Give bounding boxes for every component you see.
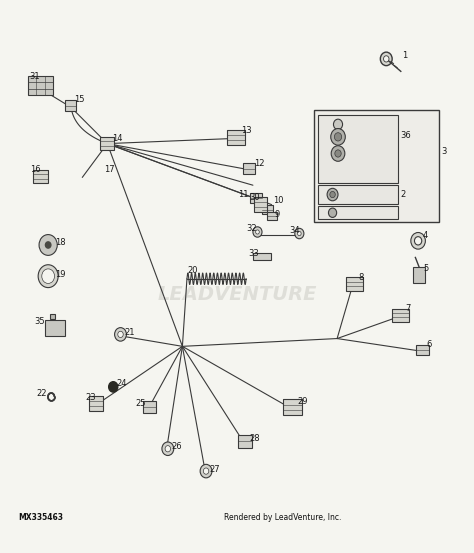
Circle shape [203,468,209,474]
Text: 25: 25 [135,399,146,408]
Bar [254,197,267,212]
Text: 17: 17 [104,165,115,174]
Circle shape [298,232,301,236]
Bar [283,399,301,415]
Circle shape [334,133,342,141]
Circle shape [255,230,259,234]
Text: 9: 9 [275,210,280,220]
Circle shape [331,128,345,145]
Text: 29: 29 [297,398,308,406]
Text: 30: 30 [249,192,259,202]
Bar [28,76,53,95]
Bar [89,396,103,411]
Text: 34: 34 [289,226,300,235]
Text: 11: 11 [238,190,249,199]
Text: 33: 33 [248,249,259,258]
Circle shape [162,442,174,456]
Bar [263,205,273,215]
Bar [238,435,252,448]
Bar [50,314,55,319]
Text: 1: 1 [402,51,407,60]
Bar [318,206,398,219]
Text: 4: 4 [423,231,428,240]
Text: 16: 16 [30,165,41,174]
Text: LEADVENTURE: LEADVENTURE [157,285,317,304]
Circle shape [38,265,58,288]
Bar [253,253,271,260]
Bar [314,110,439,222]
Bar [416,345,429,355]
Text: 5: 5 [423,264,428,273]
Text: 18: 18 [55,238,65,247]
Circle shape [331,145,345,161]
Text: 27: 27 [210,465,220,474]
Circle shape [46,242,51,248]
Text: 10: 10 [273,196,284,205]
Circle shape [411,232,425,249]
Bar [33,170,48,183]
Circle shape [383,56,389,62]
Text: 6: 6 [427,340,432,349]
Circle shape [414,237,422,245]
Text: 24: 24 [116,379,127,388]
Bar [100,137,114,150]
Text: 14: 14 [112,134,122,143]
Text: 12: 12 [254,159,265,168]
Bar [45,320,65,336]
Text: 15: 15 [74,95,85,104]
Circle shape [109,382,118,392]
Bar [346,276,363,291]
Circle shape [334,119,343,129]
Circle shape [380,52,392,66]
Text: 28: 28 [250,434,260,443]
Text: 31: 31 [29,71,40,81]
Text: 8: 8 [358,273,364,281]
Bar [250,193,262,204]
Text: Rendered by LeadVenture, Inc.: Rendered by LeadVenture, Inc. [224,513,341,523]
Bar [267,212,277,220]
Circle shape [330,191,335,197]
Bar [392,309,410,322]
Circle shape [327,189,338,201]
Text: 22: 22 [37,389,47,398]
Text: 21: 21 [124,328,135,337]
Text: 32: 32 [246,225,257,233]
Bar [143,401,156,414]
Text: 7: 7 [405,304,411,313]
Bar [318,115,398,182]
Bar [318,185,398,205]
Bar [65,101,76,111]
Text: 35: 35 [34,317,45,326]
Circle shape [295,228,304,239]
Circle shape [42,269,55,284]
Text: 3: 3 [441,147,446,156]
Text: MX335463: MX335463 [18,513,64,523]
Circle shape [200,465,212,478]
Text: 23: 23 [85,393,96,402]
Text: 26: 26 [172,442,182,451]
Circle shape [328,208,337,217]
Circle shape [39,234,57,255]
Text: 13: 13 [242,126,252,135]
Text: 20: 20 [187,267,198,275]
Circle shape [253,227,262,237]
Circle shape [335,150,341,157]
Text: 36: 36 [400,131,410,140]
Circle shape [118,331,123,337]
Bar [413,267,425,284]
Bar [243,163,255,174]
Circle shape [115,327,127,341]
Circle shape [165,446,171,452]
Text: 19: 19 [55,270,65,279]
Bar [227,130,245,145]
Text: 2: 2 [400,190,405,199]
